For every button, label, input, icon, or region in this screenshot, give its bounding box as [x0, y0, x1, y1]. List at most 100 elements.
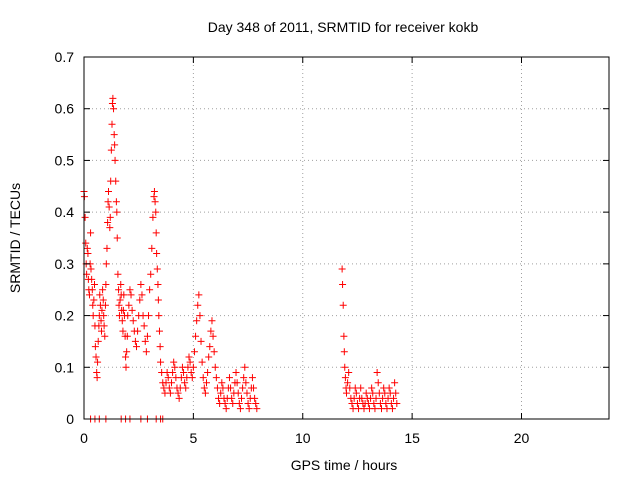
data-point — [102, 260, 110, 268]
data-point — [81, 213, 89, 221]
data-point — [181, 379, 189, 387]
data-point — [153, 250, 161, 258]
data-point — [100, 312, 108, 320]
data-point — [94, 337, 102, 345]
data-point — [149, 213, 157, 221]
y-tick-label: 0.1 — [55, 359, 75, 375]
data-point — [113, 208, 121, 216]
data-point — [196, 312, 204, 320]
data-point — [199, 374, 207, 382]
data-point — [96, 291, 104, 299]
data-point — [155, 312, 163, 320]
data-point — [205, 353, 213, 361]
data-point — [168, 379, 175, 387]
y-tick-label: 0.2 — [55, 308, 75, 324]
data-point — [154, 296, 162, 304]
data-point — [373, 368, 381, 376]
data-point — [90, 296, 98, 304]
plot-frame — [83, 56, 610, 420]
data-point — [129, 317, 137, 325]
data-point — [104, 218, 112, 226]
data-point — [212, 374, 220, 382]
data-point — [166, 389, 174, 397]
data-point — [391, 379, 399, 387]
data-point — [136, 296, 144, 304]
data-point — [341, 374, 349, 382]
data-point — [218, 379, 226, 387]
data-point — [190, 348, 198, 356]
data-point — [242, 379, 250, 387]
data-point — [109, 94, 117, 102]
data-point — [93, 374, 101, 382]
data-point — [123, 332, 131, 340]
data-point — [222, 405, 230, 413]
data-point — [152, 208, 160, 216]
data-point — [101, 301, 109, 309]
data-point — [340, 332, 348, 340]
data-point — [154, 281, 162, 289]
data-point — [206, 343, 214, 351]
data-point — [372, 394, 380, 402]
data-point — [145, 312, 153, 320]
data-point — [243, 389, 251, 397]
data-point — [236, 405, 244, 413]
data-point — [99, 286, 107, 294]
data-point — [113, 234, 121, 242]
data-point — [204, 368, 212, 376]
data-point — [116, 296, 124, 304]
data-point — [155, 327, 163, 335]
data-point — [192, 332, 200, 340]
data-point — [185, 353, 193, 361]
data-point — [251, 394, 259, 402]
data-point — [143, 332, 151, 340]
y-tick-label: 0.6 — [55, 101, 75, 117]
points-layer — [80, 94, 401, 423]
data-point — [112, 198, 120, 206]
data-point — [131, 337, 139, 345]
data-point — [211, 363, 219, 371]
data-point — [164, 374, 172, 382]
data-point — [240, 374, 248, 382]
data-point — [339, 281, 347, 289]
data-point — [97, 317, 105, 325]
data-point — [393, 399, 401, 407]
data-point — [87, 229, 95, 237]
data-point — [227, 384, 235, 392]
data-point — [241, 363, 249, 371]
data-point — [87, 265, 95, 273]
data-point — [208, 317, 216, 325]
data-point — [374, 379, 382, 387]
data-point — [111, 156, 119, 164]
data-point — [122, 353, 130, 361]
data-point — [235, 399, 243, 407]
data-point — [203, 379, 210, 387]
data-point — [142, 348, 150, 356]
data-point — [123, 348, 131, 356]
data-point — [198, 358, 206, 366]
data-point — [186, 358, 194, 366]
data-point — [126, 286, 134, 294]
data-point — [201, 389, 209, 397]
data-point — [83, 244, 91, 252]
data-point — [106, 224, 114, 232]
data-point — [175, 394, 183, 402]
data-point — [390, 394, 398, 402]
data-point — [189, 363, 197, 371]
x-tick-label: 5 — [189, 430, 197, 446]
x-tick-label: 10 — [295, 430, 311, 446]
data-point — [146, 286, 154, 294]
data-point — [165, 384, 173, 392]
grid-layer — [84, 57, 609, 419]
data-point — [338, 265, 346, 273]
data-point — [106, 213, 114, 221]
data-point — [111, 141, 119, 149]
data-point — [150, 187, 158, 195]
data-point — [104, 198, 112, 206]
data-point — [110, 131, 118, 139]
data-point — [239, 384, 247, 392]
data-point — [193, 317, 201, 325]
data-point — [371, 405, 379, 413]
data-point — [182, 384, 190, 392]
data-point — [115, 286, 123, 294]
